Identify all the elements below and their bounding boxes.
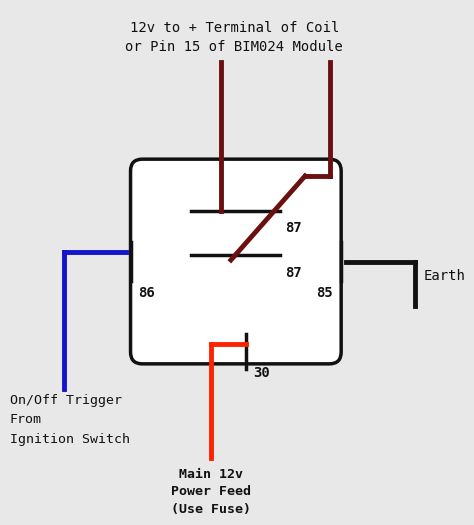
Text: 30: 30 — [254, 366, 270, 380]
Text: Ignition Switch: Ignition Switch — [10, 433, 130, 446]
Text: From: From — [10, 413, 42, 426]
Text: (Use Fuse): (Use Fuse) — [171, 503, 251, 516]
Text: 85: 85 — [317, 286, 333, 300]
Text: 87: 87 — [285, 222, 302, 235]
Text: 12v to + Terminal of Coil: 12v to + Terminal of Coil — [130, 20, 339, 35]
FancyBboxPatch shape — [130, 159, 341, 364]
Text: or Pin 15 of BIM024 Module: or Pin 15 of BIM024 Module — [126, 40, 343, 55]
Text: 86: 86 — [138, 286, 155, 300]
Text: Power Feed: Power Feed — [171, 486, 251, 499]
Text: Main 12v: Main 12v — [179, 468, 243, 481]
Text: On/Off Trigger: On/Off Trigger — [10, 394, 122, 406]
Text: Earth: Earth — [423, 269, 465, 284]
Text: 87: 87 — [285, 266, 302, 280]
